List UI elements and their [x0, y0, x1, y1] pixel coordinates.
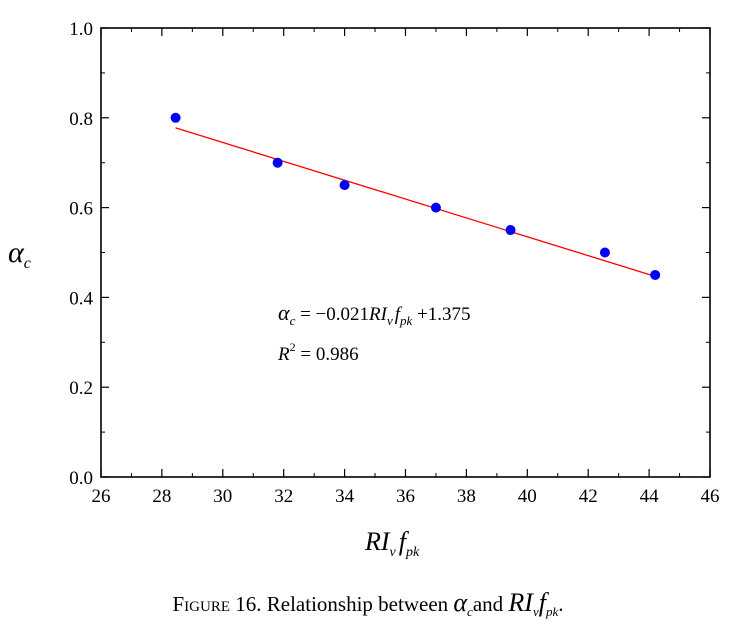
caption-var-ri: RI	[508, 588, 533, 617]
data-point	[599, 247, 610, 258]
axis-ticks	[100, 27, 711, 478]
caption-text: 16. Relationship between	[230, 592, 454, 616]
x-tick-label: 44	[640, 486, 660, 507]
x-tick-label: 42	[579, 486, 598, 507]
tick-labels: 26 28 30 32 34 36 38 40 42 44 46 0.0 0.2 0.4 0.6 0.8 1.0	[69, 19, 719, 507]
y-tick-label: 1.0	[69, 19, 93, 40]
data-points	[170, 112, 661, 280]
x-tick-label: 34	[335, 486, 355, 507]
caption-var-ri-sub: v	[532, 604, 539, 620]
x-tick-label: 38	[457, 486, 476, 507]
y-tick-label: 0.4	[69, 288, 93, 309]
data-point	[505, 225, 516, 236]
x-axis-title: RIv fpk	[364, 527, 420, 560]
y-tick-label: 0.2	[69, 378, 93, 399]
caption-var-f-sub: pk	[545, 604, 559, 620]
y-tick-label: 0.0	[69, 468, 93, 489]
fit-equation: αc = −0.021RIv fpk +1.375	[278, 300, 471, 328]
x-tick-label: 36	[396, 486, 415, 507]
x-tick-label: 28	[152, 486, 171, 507]
caption-var-f: f	[538, 588, 546, 617]
figure-caption: Figure 16. Relationship between αcand RI…	[0, 588, 736, 620]
x-tick-label: 30	[213, 486, 232, 507]
x-tick-label: 46	[701, 486, 720, 507]
r-squared: R2 = 0.986	[277, 340, 359, 365]
data-point	[272, 157, 283, 168]
data-point	[430, 202, 441, 213]
x-tick-label: 40	[518, 486, 537, 507]
data-point	[650, 269, 661, 280]
caption-end: .	[558, 592, 564, 616]
caption-var-alpha: α	[453, 588, 468, 617]
plot-frame	[100, 27, 711, 478]
y-axis-title: αc	[8, 236, 31, 272]
x-tick-label: 32	[274, 486, 293, 507]
x-tick-label: 26	[92, 486, 111, 507]
caption-var-alpha-sub: c	[467, 604, 473, 620]
y-tick-label: 0.6	[69, 199, 93, 220]
fit-line	[175, 127, 656, 278]
data-point	[339, 180, 350, 191]
data-point	[170, 112, 181, 123]
y-tick-label: 0.8	[69, 109, 93, 130]
caption-lead: Figure	[172, 592, 231, 616]
caption-mid: and	[472, 592, 509, 616]
fit-line-group	[175, 127, 656, 278]
